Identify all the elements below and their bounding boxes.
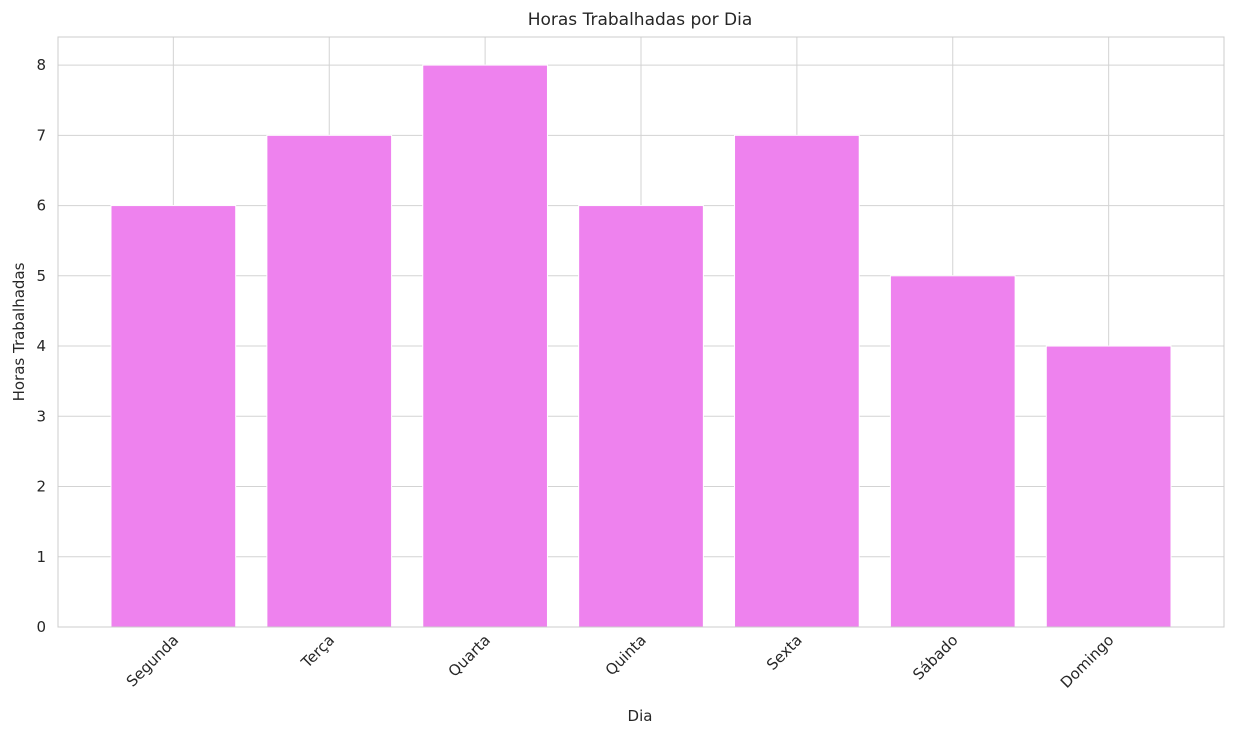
y-tick-label: 7 [36,126,46,144]
x-tick-label: Quarta [445,631,494,680]
bars [110,64,1172,628]
bar-sábado [889,275,1016,628]
bar-segunda [110,205,237,628]
x-tick-label: Domingo [1057,631,1118,692]
bar-sexta [734,134,860,628]
x-tick-labels: Segunda Terça Quarta Quinta Sexta Sábado Domin… [123,631,1118,692]
y-tick-label: 3 [36,407,46,425]
y-tick-label: 8 [36,56,46,74]
x-tick-label: Sexta [763,631,806,674]
bar-quinta [578,205,704,628]
bar-terça [266,134,393,628]
chart-title: Horas Trabalhadas por Dia [528,10,753,30]
y-tick-label: 4 [36,337,46,355]
x-axis-title: Dia [628,707,653,725]
y-tick-labels: 0 1 2 3 4 5 6 7 8 [36,56,46,636]
y-tick-label: 1 [36,548,46,566]
y-tick-label: 2 [36,478,46,496]
y-axis-title: Horas Trabalhadas [10,262,28,401]
y-tick-label: 6 [36,197,46,215]
y-tick-label: 0 [36,618,46,636]
x-tick-label: Quinta [602,631,650,679]
y-tick-label: 5 [36,267,46,285]
bar-quarta [422,64,548,628]
x-tick-label: Segunda [123,631,182,690]
bar-domingo [1045,345,1172,628]
x-tick-label: Sábado [909,631,961,683]
plot-frame [57,36,1225,628]
x-tick-label: Terça [297,631,338,672]
